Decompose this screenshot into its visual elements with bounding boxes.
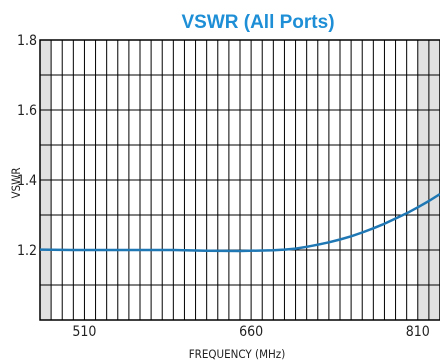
x-tick-label: 660 xyxy=(239,324,263,340)
x-tick-label: 810 xyxy=(406,324,430,340)
series-group xyxy=(39,192,440,253)
grid-lines xyxy=(40,40,440,320)
x-tick-labels: 510 660 810 xyxy=(72,324,429,340)
plot-frame xyxy=(39,39,440,321)
y-tick-labels: 1.2 1.4 1.6 1.8 xyxy=(17,33,37,259)
chart-title: VSWR (All Ports) xyxy=(181,12,334,33)
series-line-0 xyxy=(39,192,440,253)
y-tick-label: 1.2 xyxy=(17,243,37,259)
y-tick-label: 1.6 xyxy=(17,103,37,119)
y-tick-label: 1.4 xyxy=(17,173,37,189)
y-tick-label: 1.8 xyxy=(17,33,37,49)
x-tick-label: 510 xyxy=(72,324,96,340)
x-axis-label: FREQUENCY (MHz) xyxy=(189,347,286,361)
y-axis-label: VSWR xyxy=(9,167,23,198)
